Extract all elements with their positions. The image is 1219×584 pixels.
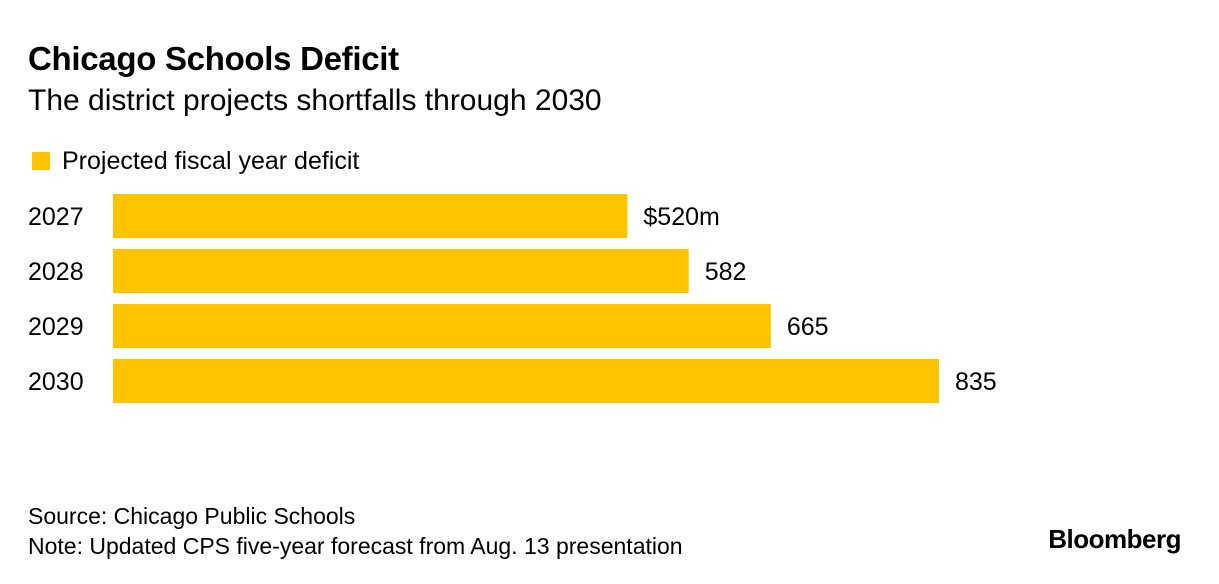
bar-2027 xyxy=(113,194,628,238)
chart-title: Chicago Schools Deficit xyxy=(28,40,399,77)
footnote: Note: Updated CPS five-year forecast fro… xyxy=(28,533,683,559)
bar-chart: 2027 $520m 2028 582 2029 665 2030 835 xyxy=(28,194,997,403)
bloomberg-logo: Bloomberg xyxy=(1048,524,1181,554)
value-label-2027: $520m xyxy=(643,203,719,231)
chart-subtitle: The district projects shortfalls through… xyxy=(28,84,602,117)
category-label-2030: 2030 xyxy=(28,368,84,396)
bar-2028 xyxy=(113,249,689,293)
bar-2029 xyxy=(113,304,771,348)
value-label-2030: 835 xyxy=(955,368,997,396)
category-label-2029: 2029 xyxy=(28,313,84,341)
value-label-2028: 582 xyxy=(705,258,747,286)
legend-swatch xyxy=(32,152,50,170)
category-label-2028: 2028 xyxy=(28,258,84,286)
category-label-2027: 2027 xyxy=(28,203,84,231)
value-label-2029: 665 xyxy=(787,313,829,341)
bar-2030 xyxy=(113,359,939,403)
legend: Projected fiscal year deficit xyxy=(32,146,359,176)
legend-label: Projected fiscal year deficit xyxy=(62,146,360,175)
source-note: Source: Chicago Public Schools xyxy=(28,503,356,529)
